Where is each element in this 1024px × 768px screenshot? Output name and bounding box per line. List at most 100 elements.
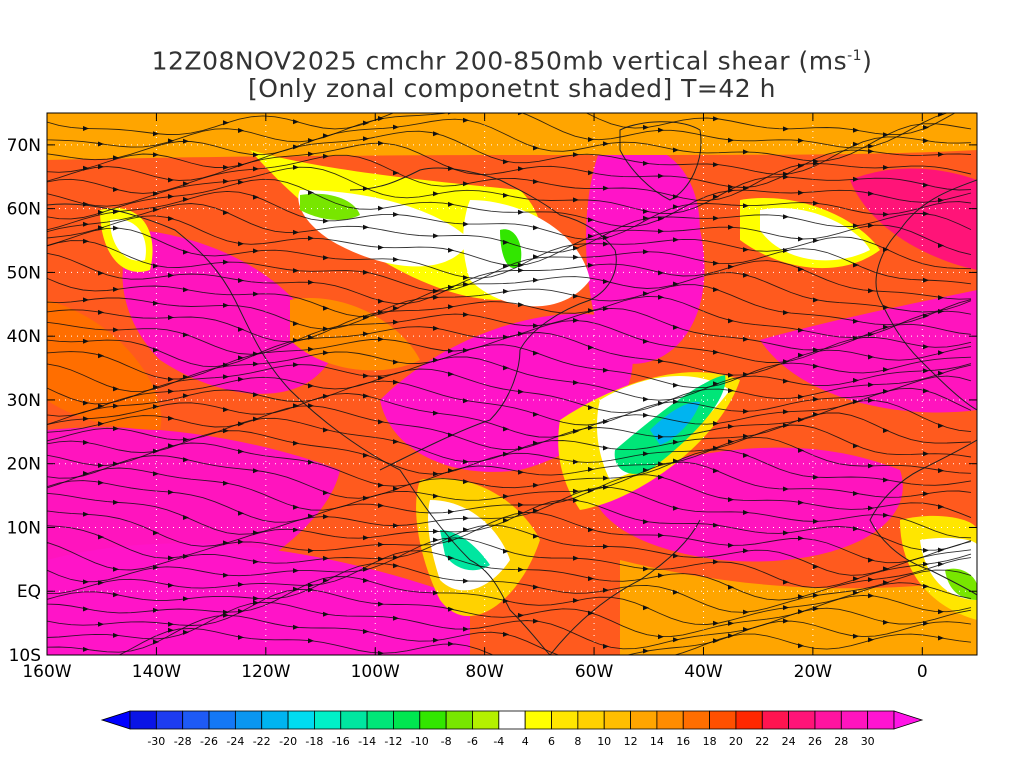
streamline-arrow (728, 424, 734, 429)
streamline-arrow (798, 190, 804, 196)
streamline-arrow (883, 304, 889, 310)
streamline-arrow (393, 257, 399, 262)
streamline-arrow (713, 287, 719, 293)
streamline-arrow (503, 365, 509, 371)
streamline-arrow (463, 578, 469, 584)
colorbar-swatch (524, 710, 552, 730)
streamline-arrow (728, 372, 734, 378)
streamline-arrow (323, 305, 329, 311)
jet-core-northeast-pacific (122, 230, 330, 394)
streamline-arrow (183, 437, 189, 443)
colorbar-label: -16 (332, 735, 350, 748)
streamline-arrow (673, 553, 679, 559)
streamline-arrow (743, 548, 749, 554)
streamline-arrow (573, 380, 579, 386)
streamline-arrow (238, 355, 244, 361)
streamline-arrow (238, 449, 244, 454)
streamline-arrow (223, 612, 229, 618)
streamline-arrow (643, 648, 649, 654)
streamline-arrow (713, 559, 719, 565)
streamline-arrow (883, 211, 889, 217)
streamline-arrow (503, 95, 509, 100)
streamline-arrow (83, 471, 89, 476)
streamline-arrow (448, 509, 454, 515)
streamline-arrow (603, 445, 609, 451)
streamline-arrow (323, 218, 329, 224)
streamline-arrow (378, 601, 384, 607)
easterly-shear-core (650, 401, 700, 445)
streamline-arrow (113, 403, 119, 409)
streamline-arrow (153, 564, 159, 570)
streamline-arrow (853, 399, 859, 405)
colorbar-over-arrow (893, 710, 924, 730)
streamline-arrow (433, 131, 439, 137)
streamline-arrow (798, 138, 804, 144)
colorbar-swatch (182, 710, 210, 730)
streamline (47, 252, 972, 305)
streamline-arrow (433, 537, 439, 543)
streamline-arrow (463, 398, 469, 404)
streamline-arrow (308, 638, 314, 644)
colorbar-swatch (340, 710, 368, 730)
streamline-arrow (923, 138, 929, 144)
lat-tick-label: EQ (17, 582, 41, 602)
streamline-arrow (238, 241, 244, 247)
streamline-arrow (938, 308, 944, 314)
streamline-arrow (573, 197, 579, 203)
streamline-arrow (433, 590, 439, 596)
streamline-arrow (743, 149, 749, 155)
streamline-arrow (783, 174, 789, 180)
streamline-arrow (728, 620, 734, 626)
streamline-arrow (238, 421, 244, 427)
easterly-shear-labrador (500, 229, 522, 269)
streamline-arrow (923, 620, 929, 626)
streamline-arrow (153, 404, 159, 410)
colorbar: -30 -28 -26 -24 -22 -20 -18 -16 -14 -12 -10 -8 -6 -4 4… (100, 710, 924, 748)
streamline-arrow (113, 499, 119, 505)
streamline-arrow (293, 504, 299, 510)
streamline-arrow (308, 582, 314, 588)
streamline-arrow (323, 153, 329, 159)
streamline-arrow (728, 224, 734, 230)
jet-core-tropical-atlantic (590, 447, 903, 562)
streamline-arrow (813, 564, 819, 570)
streamline-arrow (853, 633, 859, 639)
streamline-arrow (743, 510, 749, 515)
streamline-arrow (868, 557, 874, 563)
streamline-arrow (253, 166, 259, 172)
streamline-arrow (378, 116, 384, 121)
colorbar-label: 28 (834, 735, 848, 748)
easterly-shear-guinea (945, 568, 977, 600)
streamline-arrow (938, 151, 944, 157)
streamline-arrow (868, 382, 874, 388)
colorbar-swatch (814, 710, 842, 730)
streamline-arrow (923, 182, 929, 188)
streamline-arrow (98, 534, 104, 540)
colorbar-label: 20 (729, 735, 743, 748)
title-line-1: 12Z08NOV2025 cmchr 200-850mb vertical sh… (151, 46, 873, 76)
streamline-arrow (113, 286, 119, 292)
streamline-arrow (798, 594, 804, 600)
streamline-arrow (393, 124, 399, 130)
streamline-arrow (783, 248, 789, 253)
streamline-arrow (168, 582, 174, 588)
streamline-arrow (783, 214, 789, 220)
streamline-arrow (533, 277, 539, 283)
colorbar-swatch (761, 710, 790, 730)
streamline-arrow (868, 143, 874, 149)
streamline-arrow (673, 204, 679, 210)
streamline-arrow (883, 477, 889, 483)
streamline-arrow (223, 302, 229, 308)
streamline-arrow (183, 553, 189, 559)
streamline (47, 436, 972, 487)
streamline-arrow (603, 185, 609, 191)
streamline-arrow (868, 223, 874, 228)
streamline-arrow (448, 641, 454, 647)
streamline-arrow (463, 312, 469, 318)
colorbar-label: -20 (279, 735, 297, 748)
streamline-arrow (533, 440, 539, 446)
streamline-arrow (183, 287, 189, 293)
streamline-arrow (743, 185, 749, 191)
streamline-arrow (673, 237, 679, 243)
streamline-arrow (393, 563, 399, 569)
